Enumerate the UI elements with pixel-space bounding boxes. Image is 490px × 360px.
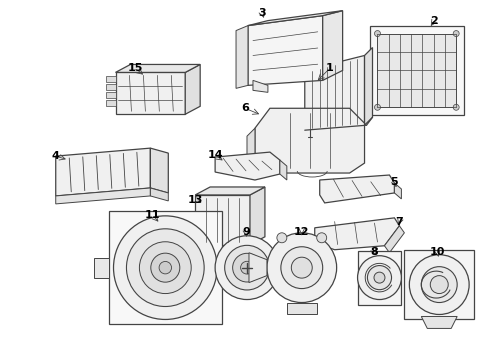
- Circle shape: [374, 272, 385, 283]
- Text: 15: 15: [128, 63, 143, 73]
- Polygon shape: [394, 183, 401, 199]
- Polygon shape: [250, 187, 265, 245]
- Circle shape: [421, 267, 457, 302]
- Polygon shape: [215, 152, 280, 180]
- Polygon shape: [280, 160, 287, 180]
- Text: 1: 1: [326, 63, 334, 73]
- Polygon shape: [150, 148, 168, 193]
- Polygon shape: [358, 251, 401, 305]
- Polygon shape: [56, 148, 150, 196]
- Polygon shape: [315, 218, 399, 250]
- Polygon shape: [105, 92, 116, 98]
- Polygon shape: [249, 253, 267, 283]
- Circle shape: [374, 31, 380, 37]
- Polygon shape: [150, 188, 168, 201]
- Polygon shape: [94, 258, 108, 278]
- Circle shape: [267, 233, 337, 302]
- Circle shape: [241, 261, 253, 274]
- Circle shape: [374, 104, 380, 110]
- Polygon shape: [108, 211, 222, 324]
- Circle shape: [114, 216, 217, 319]
- Circle shape: [277, 233, 287, 243]
- Circle shape: [225, 246, 270, 290]
- Text: 14: 14: [207, 150, 223, 160]
- Polygon shape: [105, 84, 116, 90]
- Circle shape: [233, 253, 261, 282]
- Text: 6: 6: [241, 103, 249, 113]
- Polygon shape: [365, 48, 372, 125]
- Polygon shape: [255, 108, 365, 173]
- Polygon shape: [319, 175, 394, 203]
- Polygon shape: [185, 64, 200, 114]
- Circle shape: [151, 253, 180, 282]
- Circle shape: [159, 261, 171, 274]
- Text: 8: 8: [370, 247, 378, 257]
- Polygon shape: [247, 128, 255, 171]
- Circle shape: [453, 31, 459, 37]
- Polygon shape: [248, 11, 343, 26]
- Text: 5: 5: [391, 177, 398, 187]
- Polygon shape: [305, 55, 365, 130]
- Polygon shape: [56, 188, 150, 204]
- Polygon shape: [195, 187, 265, 195]
- Polygon shape: [323, 11, 343, 80]
- Polygon shape: [377, 33, 456, 107]
- Polygon shape: [369, 26, 464, 115]
- Circle shape: [215, 236, 279, 300]
- Polygon shape: [253, 80, 268, 92]
- Circle shape: [368, 266, 392, 290]
- Polygon shape: [105, 76, 116, 82]
- Polygon shape: [105, 100, 116, 106]
- Polygon shape: [421, 316, 457, 328]
- Polygon shape: [385, 226, 404, 253]
- Circle shape: [358, 256, 401, 300]
- Text: 12: 12: [294, 227, 310, 237]
- Text: 11: 11: [145, 210, 160, 220]
- Circle shape: [409, 255, 469, 315]
- Polygon shape: [116, 64, 200, 72]
- Polygon shape: [404, 250, 474, 319]
- Circle shape: [453, 104, 459, 110]
- Text: 10: 10: [430, 247, 445, 257]
- Text: 7: 7: [395, 217, 403, 227]
- Circle shape: [140, 242, 191, 293]
- Circle shape: [430, 276, 448, 293]
- Polygon shape: [287, 302, 317, 315]
- Text: 13: 13: [188, 195, 203, 205]
- Polygon shape: [116, 72, 185, 114]
- Polygon shape: [236, 26, 248, 88]
- Polygon shape: [195, 195, 250, 245]
- Circle shape: [281, 247, 323, 289]
- Circle shape: [317, 233, 327, 243]
- Text: 3: 3: [258, 8, 266, 18]
- Circle shape: [292, 257, 312, 278]
- Text: 4: 4: [52, 151, 60, 161]
- Circle shape: [126, 229, 204, 306]
- Text: 9: 9: [242, 227, 250, 237]
- Text: 2: 2: [430, 15, 438, 26]
- Polygon shape: [248, 15, 323, 85]
